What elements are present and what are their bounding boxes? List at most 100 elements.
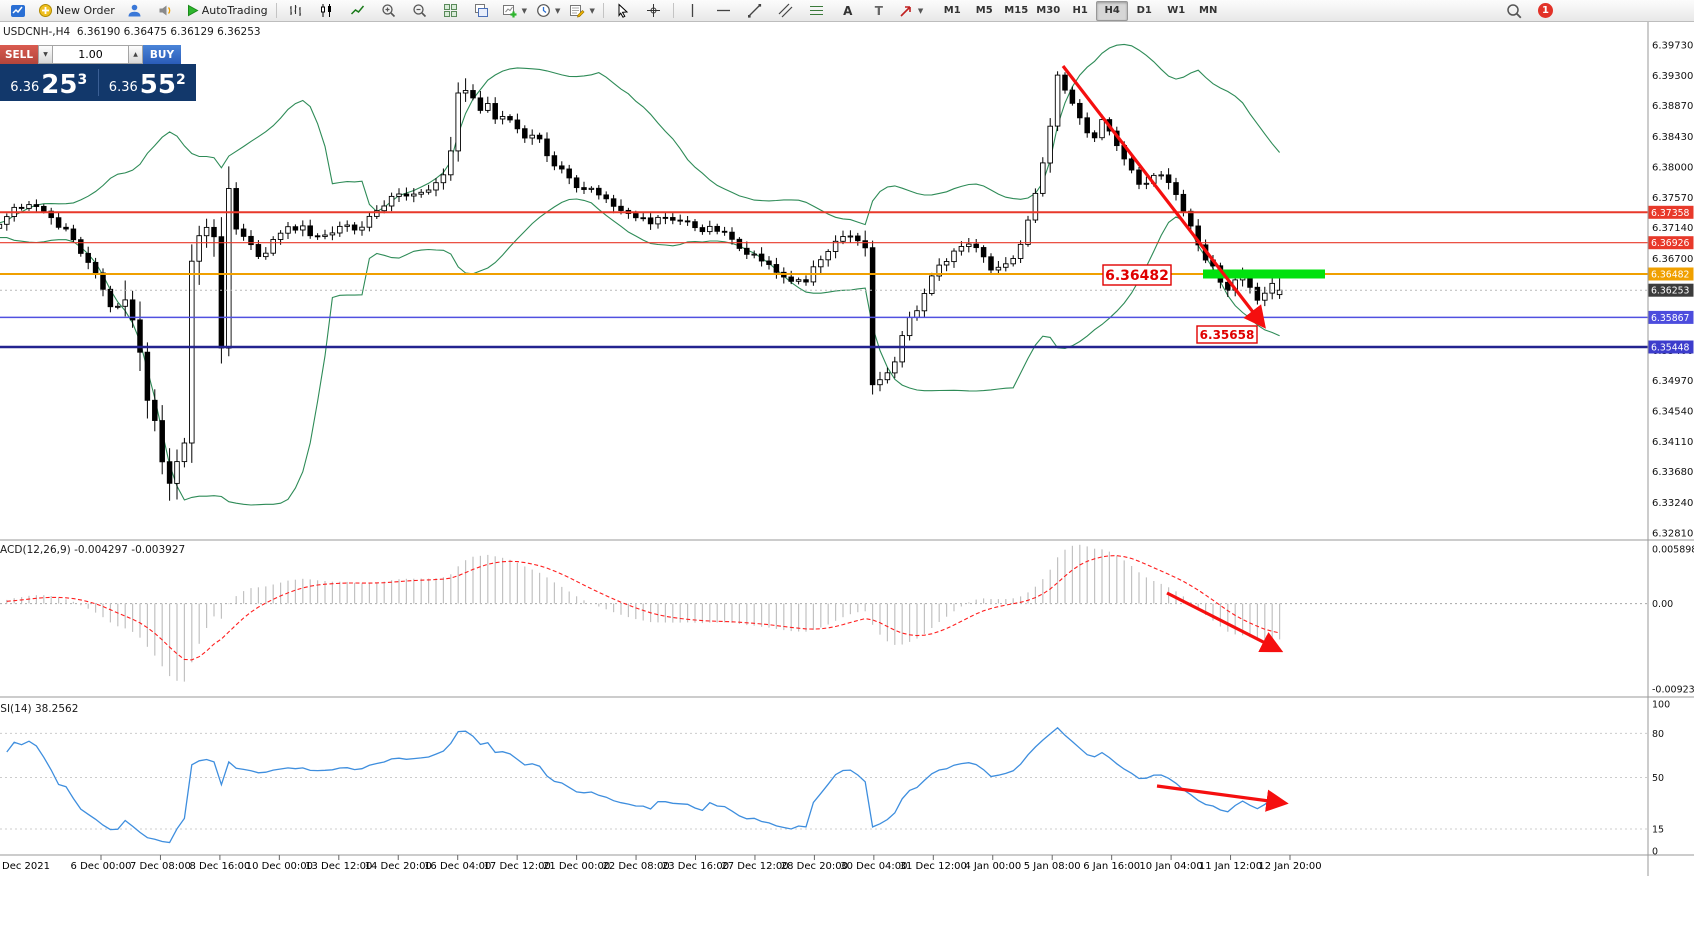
arrows-tool-icon[interactable]: ▼ — [895, 0, 927, 22]
timeframe-button-m1[interactable]: M1 — [943, 5, 961, 16]
candle-body — [832, 240, 839, 252]
volume-increase-button[interactable]: ▲ — [128, 45, 143, 64]
candle-body — [433, 182, 439, 191]
macd-bar — [753, 603, 755, 626]
text-tool-icon[interactable]: A — [833, 0, 863, 22]
channel-tool-icon[interactable] — [771, 0, 801, 22]
alerts-icon[interactable] — [151, 0, 181, 22]
candle-body — [440, 174, 447, 184]
trendline-tool-icon[interactable] — [740, 0, 770, 22]
trend-arrow-macd[interactable] — [1166, 591, 1284, 653]
sell-price[interactable]: 6.36 25 3 — [0, 64, 98, 101]
candle-body — [773, 264, 780, 273]
time-label: 27 Dec 12:00 — [721, 861, 788, 872]
price-tick-label: 6.34970 — [1652, 376, 1693, 387]
macd-bar — [117, 603, 119, 627]
terminal-icon[interactable] — [3, 0, 33, 22]
vertical-line-tool-icon[interactable] — [678, 0, 708, 22]
macd-bar — [576, 596, 578, 604]
candle-body — [322, 234, 328, 237]
macd-bar — [931, 603, 933, 628]
period-icon[interactable]: ▼ — [532, 0, 564, 22]
volume-input[interactable] — [53, 45, 128, 64]
price-note-2-box[interactable] — [1196, 325, 1258, 344]
timeframe-button-m5[interactable]: M5 — [975, 5, 993, 16]
fibonacci-tool-icon[interactable] — [802, 0, 832, 22]
price-axis[interactable]: 6.39730 6.39300 6.38870 6.38430 6.38000 6.375… — [1648, 41, 1694, 858]
line-chart-mode-icon[interactable] — [343, 0, 373, 22]
search-icon[interactable] — [1499, 0, 1529, 22]
timeframe-button-mn[interactable]: MN — [1199, 5, 1218, 16]
macd-bar — [339, 581, 341, 604]
macd-bar — [1116, 555, 1118, 604]
macd-bar — [827, 603, 829, 625]
candle-body — [1254, 286, 1261, 301]
volume-decrease-button[interactable]: ▼ — [38, 45, 53, 64]
macd-bar — [864, 603, 866, 612]
candle-body — [1062, 74, 1068, 91]
horizontal-line-tool-icon[interactable] — [709, 0, 739, 22]
timeframe-button-h1[interactable]: H1 — [1072, 5, 1088, 16]
candle-body — [107, 288, 114, 308]
timeframe-button-h4[interactable]: H4 — [1096, 0, 1129, 21]
autotrading-button[interactable]: AutoTrading — [182, 0, 272, 22]
timeframe-button-m15[interactable]: M15 — [1004, 5, 1029, 16]
time-label: 4 Jan 00:00 — [964, 861, 1021, 872]
template-icon[interactable]: ▼ — [565, 0, 598, 22]
trend-arrow-price[interactable] — [1061, 65, 1266, 329]
timeframe-button-w1[interactable]: W1 — [1167, 5, 1186, 16]
macd-bar — [561, 586, 563, 604]
new-chart-icon[interactable]: ▼ — [498, 0, 531, 22]
timeframe-button-d1[interactable]: D1 — [1136, 5, 1152, 16]
market-watch-icon[interactable] — [120, 0, 150, 22]
candle-body — [906, 317, 913, 337]
sell-button[interactable]: SELL — [0, 45, 38, 64]
candle-body — [877, 379, 883, 386]
macd-bar — [516, 562, 518, 604]
macd-bar — [820, 603, 822, 628]
price-note-1-box[interactable] — [1102, 264, 1172, 286]
time-axis[interactable]: Dec 2021 6 Dec 00:007 Dec 08:008 Dec 16:0… — [2, 855, 1322, 872]
macd-bar — [1020, 596, 1022, 604]
candle-body — [1262, 292, 1268, 301]
candle-body — [655, 216, 661, 225]
macd-bar — [383, 581, 385, 604]
price-tick-label: 6.37140 — [1652, 223, 1693, 234]
macd-bar — [198, 603, 200, 644]
buy-price[interactable]: 6.36 55 2 — [99, 64, 197, 101]
candle-body — [277, 232, 284, 240]
rsi-label: RSI(14) 38.2562 — [0, 703, 78, 715]
candlestick-mode-icon[interactable] — [312, 0, 342, 22]
candle-body — [729, 231, 735, 240]
candle-body — [596, 187, 602, 196]
macd-bar — [583, 600, 585, 604]
macd-bar — [849, 603, 851, 615]
candle-body — [514, 119, 521, 130]
zoom-out-icon[interactable] — [405, 0, 435, 22]
buy-button[interactable]: BUY — [143, 45, 181, 64]
chart-canvas[interactable]: 6.36482 6.35658 6.39730 6.39300 6.38870 6.384… — [0, 22, 1694, 876]
cascade-windows-icon[interactable] — [467, 0, 497, 22]
macd-bar — [287, 580, 289, 604]
cursor-tool-icon[interactable] — [608, 0, 638, 22]
bar-chart-mode-icon[interactable] — [281, 0, 311, 22]
tile-windows-icon[interactable] — [436, 0, 466, 22]
zoom-in-icon[interactable] — [374, 0, 404, 22]
new-order-button[interactable]: New Order — [34, 0, 119, 22]
green-highlight-bar[interactable] — [1203, 269, 1325, 279]
macd-plot — [0, 544, 1648, 682]
label-tool-icon[interactable]: T — [864, 0, 894, 22]
trade-panel-divider — [97, 69, 99, 96]
notification-badge[interactable]: 1 — [1538, 3, 1553, 18]
time-label: 22 Dec 08:00 — [602, 861, 669, 872]
macd-bar — [1264, 603, 1266, 641]
candle-body — [403, 193, 410, 197]
price-tag-6.37358 — [1648, 205, 1694, 219]
macd-bar — [413, 578, 415, 604]
trend-arrow-rsi[interactable] — [1156, 784, 1289, 812]
crosshair-tool-icon[interactable] — [639, 0, 669, 22]
macd-bar — [72, 601, 74, 604]
time-label: 21 Dec 00:00 — [543, 861, 610, 872]
chart-area[interactable]: 6.36482 6.35658 6.39730 6.39300 6.38870 6.384… — [0, 22, 1694, 876]
timeframe-button-m30[interactable]: M30 — [1036, 5, 1061, 16]
